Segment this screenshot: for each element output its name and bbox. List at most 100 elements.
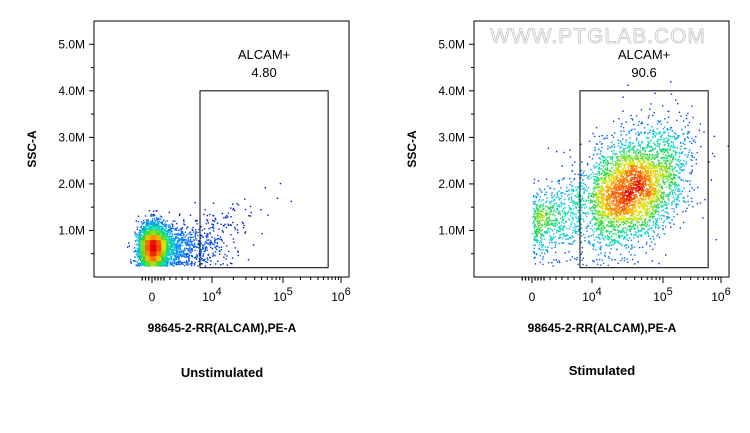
event-dot (561, 165, 563, 167)
event-dot (185, 254, 188, 257)
event-dot (697, 186, 699, 189)
event-dot (601, 259, 603, 261)
event-dot (159, 260, 161, 263)
event-dot (598, 157, 600, 159)
event-dot (136, 247, 139, 249)
event-dot (212, 255, 214, 257)
event-dot (164, 235, 166, 237)
event-dot (544, 246, 547, 248)
event-dot (687, 112, 689, 115)
event-dot (171, 248, 173, 251)
event-dot (139, 263, 141, 265)
x-tick-label: 104 (202, 286, 221, 304)
event-dot (190, 243, 192, 245)
event-dot (675, 206, 678, 208)
event-dot (144, 225, 147, 227)
event-dot (159, 242, 162, 245)
event-dot (156, 225, 158, 227)
event-dot (177, 256, 179, 259)
event-dot (133, 250, 135, 253)
event-dot (166, 230, 168, 232)
event-dot (146, 234, 149, 236)
event-dot (640, 131, 642, 133)
event-dot (662, 227, 664, 230)
event-dot (147, 236, 149, 238)
event-dot (681, 151, 683, 154)
event-dot (594, 149, 596, 151)
event-dot (249, 205, 252, 208)
event-dot (167, 250, 170, 252)
event-dot (205, 223, 207, 225)
event-dot (180, 251, 182, 254)
event-dot (542, 258, 544, 260)
event-dot (168, 237, 170, 239)
event-dot (166, 233, 168, 236)
event-dot (592, 132, 594, 135)
event-dot (166, 257, 169, 260)
event-dot (578, 228, 580, 230)
event-dot (154, 222, 157, 224)
event-dot (683, 169, 685, 171)
event-dot (136, 264, 138, 266)
event-dot (151, 241, 154, 243)
event-dot (146, 242, 148, 244)
event-dot (167, 261, 169, 264)
event-dot (541, 191, 543, 193)
event-dot (590, 235, 592, 237)
event-dot (160, 240, 163, 242)
event-dot (549, 187, 552, 190)
event-dot (143, 232, 145, 234)
event-dot (144, 233, 146, 236)
event-dot (695, 163, 697, 165)
event-dot (611, 145, 613, 148)
event-dot (593, 231, 595, 233)
event-dot (169, 263, 171, 266)
event-dot (171, 231, 173, 233)
event-dot (206, 214, 209, 217)
gate-rectangle-unstimulated[interactable] (199, 90, 329, 269)
event-dot (135, 264, 137, 266)
event-dot (214, 246, 216, 248)
event-dot (554, 246, 556, 248)
event-dot (143, 237, 146, 239)
event-dot (607, 256, 610, 258)
event-dot (587, 224, 589, 227)
event-dot (676, 197, 678, 200)
event-dot (169, 237, 171, 239)
event-dot (186, 242, 189, 244)
event-dot (227, 212, 230, 214)
event-dot (143, 258, 145, 260)
event-dot (552, 236, 554, 238)
event-dot (241, 221, 244, 224)
event-dot (172, 252, 175, 255)
event-dot (592, 248, 595, 250)
event-dot (141, 241, 144, 243)
event-dot (220, 249, 222, 251)
event-dot (542, 244, 544, 246)
event-dot (159, 230, 161, 232)
event-dot (641, 122, 644, 125)
event-dot (188, 253, 190, 255)
event-dot (170, 236, 172, 238)
event-dot (290, 200, 292, 203)
event-dot (607, 264, 609, 267)
event-dot (179, 233, 181, 235)
event-dot (209, 256, 212, 259)
event-dot (689, 141, 691, 143)
event-dot (217, 260, 219, 262)
event-dot (140, 258, 142, 260)
event-dot (167, 242, 169, 244)
event-dot (166, 257, 168, 259)
event-dot (148, 243, 150, 246)
event-dot (685, 161, 688, 163)
event-dot (159, 255, 161, 258)
event-dot (214, 255, 216, 257)
event-dot (673, 223, 675, 225)
event-dot (206, 257, 208, 259)
event-dot (179, 261, 182, 263)
event-dot (172, 244, 174, 246)
event-dot (546, 249, 548, 251)
event-dot (598, 236, 600, 239)
event-dot (638, 134, 640, 136)
event-dot (551, 194, 553, 196)
